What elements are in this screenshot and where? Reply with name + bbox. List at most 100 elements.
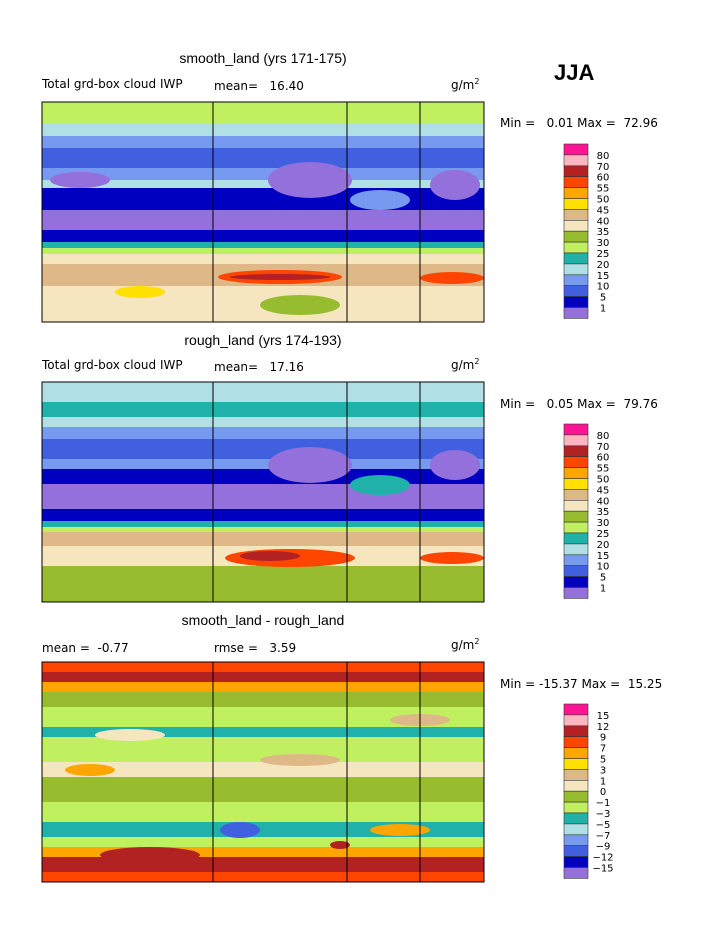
panel2-mean: mean= 17.16: [214, 360, 304, 374]
colorbar-tick-label: 15: [597, 551, 610, 562]
field-feature: [270, 580, 390, 600]
colorbar-swatch: [563, 285, 589, 297]
min-label: Min =: [500, 116, 536, 130]
field-feature: [350, 190, 410, 210]
colorbar-tick-label: 45: [597, 485, 610, 496]
field-band: [42, 242, 484, 248]
field-band: [42, 762, 484, 777]
field-feature: [230, 274, 330, 280]
panel3-mean-label: mean =: [42, 641, 90, 655]
colorbar-swatch: [563, 587, 589, 599]
colorbar-swatch: [563, 769, 589, 781]
colorbar-tick-label: 0: [600, 787, 606, 798]
panel2-mean-label: mean=: [214, 360, 259, 374]
field-feature: [115, 286, 165, 298]
min-label: Min =: [500, 397, 536, 411]
colorbar-swatch: [563, 434, 589, 447]
field-feature: [50, 172, 110, 188]
colorbar-tick-label: 80: [597, 151, 610, 162]
colorbar-swatch: [563, 445, 589, 457]
plot-frame: [41, 101, 485, 323]
min-value: 0.05: [546, 397, 574, 411]
colorbar-swatch: [563, 230, 589, 243]
min-label: Min =: [500, 677, 536, 691]
units-sup: 2: [474, 77, 480, 86]
colorbar-tick-label: 15: [597, 711, 610, 722]
colorbar-swatch: [563, 263, 589, 276]
field-feature: [260, 295, 340, 315]
max-label: Max =: [577, 116, 616, 130]
colorbar-tick-label: 3: [600, 765, 606, 776]
colorbar-swatch: [563, 521, 589, 534]
field-feature: [430, 170, 480, 200]
field-band: [42, 727, 484, 737]
field-band: [42, 439, 484, 459]
field-band: [42, 822, 484, 837]
colorbar-tick-label: 40: [597, 216, 610, 227]
field-band: [42, 692, 484, 707]
colorbar-swatch: [563, 209, 589, 221]
colorbar-swatch: [563, 714, 589, 727]
colorbar-swatch: [563, 478, 589, 490]
colorbar-tick-label: 30: [597, 518, 610, 529]
colorbar-tick-label: −1: [596, 798, 611, 809]
colorbar-swatch: [563, 296, 589, 308]
colorbar-tick-label: 7: [600, 744, 606, 755]
colorbar-tick-label: 1: [600, 776, 606, 787]
colorbar-tick-label: 5: [600, 293, 606, 304]
colorbar-tick-label: 15: [597, 271, 610, 282]
colorbar-swatch: [563, 554, 589, 566]
field-band: [42, 777, 484, 802]
field-feature: [430, 450, 480, 480]
colorbar-tick-label: 1: [600, 304, 606, 315]
panel3-minmax: Min = -15.37 Max = 15.25: [500, 677, 662, 691]
colorbar-tick-label: 9: [600, 733, 606, 744]
field-feature: [240, 551, 300, 561]
plot-frame: [41, 381, 485, 603]
units-text: g/m: [451, 78, 475, 92]
colorbar-swatch: [563, 220, 589, 232]
colorbar-tick-label: 55: [597, 464, 610, 475]
field-feature: [100, 847, 200, 863]
field-feature: [350, 475, 410, 495]
max-label: Max =: [581, 677, 621, 691]
colorbar-tick-label: −12: [592, 853, 613, 864]
field-feature: [260, 754, 340, 766]
field-band: [42, 682, 484, 692]
max-value: 72.96: [623, 116, 658, 130]
panel1-title: smooth_land (yrs 171-175): [179, 50, 347, 66]
season-label: JJA: [554, 60, 595, 85]
colorbar-swatch: [563, 307, 589, 319]
colorbar-swatch: [563, 543, 589, 556]
panel3-title: smooth_land - rough_land: [181, 612, 345, 628]
units-text: g/m: [451, 358, 475, 372]
colorbar-swatch: [563, 823, 589, 836]
colorbar-tick-label: 10: [597, 282, 610, 293]
field-band: [42, 168, 484, 180]
panel3-mean-value: -0.77: [97, 641, 129, 655]
colorbar-tick-label: 35: [597, 507, 610, 518]
colorbar-tick-label: 10: [597, 562, 610, 573]
field-band: [42, 566, 484, 602]
colorbar-swatch: [563, 747, 589, 759]
field-feature: [370, 824, 430, 836]
colorbar-swatch: [563, 576, 589, 588]
colorbar-tick-label: 25: [597, 249, 610, 260]
field-band: [42, 188, 484, 210]
colorbar-tick-label: 5: [600, 755, 606, 766]
colorbar-tick-label: 60: [597, 453, 610, 464]
field-feature: [65, 764, 115, 776]
panel3-rmse-label: rmse =: [214, 641, 258, 655]
field-band: [42, 230, 484, 242]
field-feature: [268, 447, 352, 483]
colorbar-tick-label: 1: [600, 584, 606, 595]
colorbar-swatch: [563, 467, 589, 479]
field-band: [42, 847, 484, 857]
panel2-units: g/m2: [451, 357, 479, 372]
field-band: [42, 527, 484, 532]
panel1-units: g/m2: [451, 77, 479, 92]
colorbar-swatch: [563, 779, 589, 792]
field-feature: [220, 822, 260, 838]
colorbar-swatch: [563, 736, 589, 748]
colorbar-swatch: [563, 856, 589, 868]
